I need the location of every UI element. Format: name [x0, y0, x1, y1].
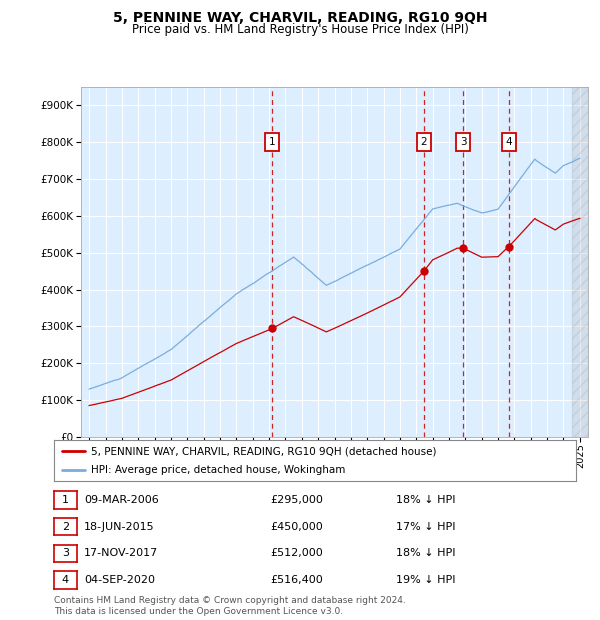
- Text: 17% ↓ HPI: 17% ↓ HPI: [396, 521, 455, 532]
- Text: 18-JUN-2015: 18-JUN-2015: [84, 521, 155, 532]
- Text: 19% ↓ HPI: 19% ↓ HPI: [396, 575, 455, 585]
- Text: 17-NOV-2017: 17-NOV-2017: [84, 548, 158, 559]
- Text: Price paid vs. HM Land Registry's House Price Index (HPI): Price paid vs. HM Land Registry's House …: [131, 23, 469, 36]
- Text: 3: 3: [62, 548, 69, 559]
- Text: 1: 1: [62, 495, 69, 505]
- Text: £512,000: £512,000: [270, 548, 323, 559]
- Text: 18% ↓ HPI: 18% ↓ HPI: [396, 495, 455, 505]
- Text: 3: 3: [460, 137, 467, 147]
- Text: 2: 2: [62, 521, 69, 532]
- Text: 18% ↓ HPI: 18% ↓ HPI: [396, 548, 455, 559]
- Text: 1: 1: [269, 137, 275, 147]
- Text: 4: 4: [506, 137, 512, 147]
- Text: 2: 2: [421, 137, 427, 147]
- Bar: [572, 87, 588, 437]
- Text: £450,000: £450,000: [270, 521, 323, 532]
- Text: 5, PENNINE WAY, CHARVIL, READING, RG10 9QH (detached house): 5, PENNINE WAY, CHARVIL, READING, RG10 9…: [91, 446, 436, 456]
- Text: 04-SEP-2020: 04-SEP-2020: [84, 575, 155, 585]
- Text: £295,000: £295,000: [270, 495, 323, 505]
- Text: £516,400: £516,400: [270, 575, 323, 585]
- Text: 4: 4: [62, 575, 69, 585]
- Text: Contains HM Land Registry data © Crown copyright and database right 2024.
This d: Contains HM Land Registry data © Crown c…: [54, 596, 406, 616]
- Text: HPI: Average price, detached house, Wokingham: HPI: Average price, detached house, Woki…: [91, 466, 345, 476]
- Text: 5, PENNINE WAY, CHARVIL, READING, RG10 9QH: 5, PENNINE WAY, CHARVIL, READING, RG10 9…: [113, 11, 487, 25]
- Text: 09-MAR-2006: 09-MAR-2006: [84, 495, 159, 505]
